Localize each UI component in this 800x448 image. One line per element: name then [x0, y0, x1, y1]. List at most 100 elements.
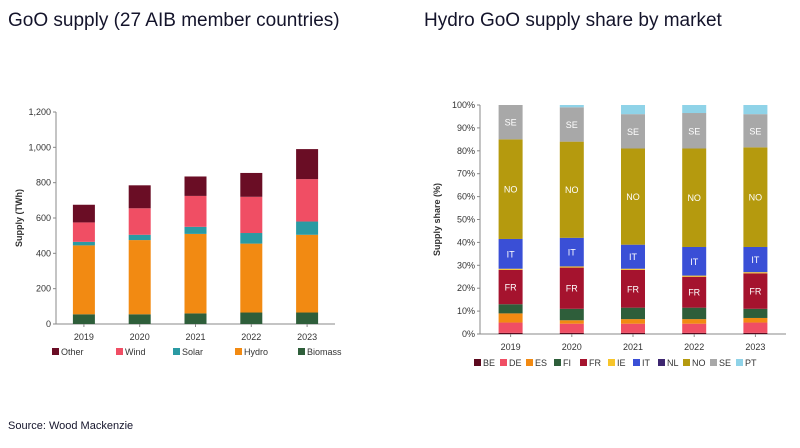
y-tick-label: 40% [457, 237, 475, 247]
bar-segment-fr [743, 273, 768, 309]
bar-segment-hydro [72, 245, 95, 315]
legend-swatch-hydro [235, 348, 242, 355]
bar-segment-solar [128, 234, 151, 241]
bar-segment-fr [621, 269, 645, 308]
bar-segment-wind [128, 208, 151, 235]
legend-swatch-es [526, 359, 533, 366]
segment-label: SE [749, 126, 761, 136]
bar-segment-se [682, 113, 707, 149]
bar-segment-it [621, 244, 645, 269]
x-tick-label: 2023 [297, 332, 317, 342]
bar-segment-pt [621, 105, 645, 115]
legend-swatch-pt [736, 359, 743, 366]
bar-segment-se [498, 105, 523, 140]
bar-segment-de [498, 322, 523, 333]
segment-label: SE [688, 126, 700, 136]
segment-label: IT [629, 252, 638, 262]
y-tick-label: 90% [457, 123, 475, 133]
bar-segment-no [559, 141, 584, 238]
segment-label: FR [566, 284, 578, 294]
segment-label: IT [507, 249, 516, 259]
bar-segment-es [682, 319, 707, 324]
bar-segment-es [498, 313, 523, 323]
bar-segment-fi [682, 307, 707, 320]
bar-segment-se [621, 114, 645, 149]
legend-label-be: BE [483, 358, 495, 368]
legend-swatch-biomass [298, 348, 305, 355]
segment-label: SE [627, 127, 639, 137]
x-tick-label: 2021 [623, 342, 643, 352]
legend-label-fr: FR [589, 358, 601, 368]
x-tick-label: 2019 [501, 342, 521, 352]
y-tick-label: 0% [462, 329, 475, 339]
bar-segment-de [682, 323, 707, 333]
segment-label: FR [749, 287, 761, 297]
legend-label-de: DE [509, 358, 522, 368]
legend-swatch-se [710, 359, 717, 366]
bar-segment-be [498, 332, 523, 334]
bar-segment-hydro [184, 233, 207, 314]
legend-label-es: ES [535, 358, 547, 368]
bar-segment-fr [498, 269, 523, 305]
legend-swatch-it [633, 359, 640, 366]
segment-label: NO [565, 185, 579, 195]
bar-segment-ie [498, 268, 523, 270]
bar-segment-wind [184, 195, 207, 227]
y-tick-label: 200 [36, 284, 51, 294]
segment-label: FR [688, 288, 700, 298]
bar-segment-fr [559, 267, 584, 309]
segment-label: SE [566, 120, 578, 130]
legend-swatch-wind [116, 348, 123, 355]
bar-segment-ie [682, 275, 707, 277]
bar-segment-biomass [184, 313, 207, 324]
y-axis-title: Supply share (%) [432, 183, 442, 256]
legend-swatch-nl [658, 359, 665, 366]
segment-label: IT [751, 255, 760, 265]
y-tick-label: 30% [457, 260, 475, 270]
y-axis-title: Supply (TWh) [14, 189, 24, 247]
segment-label: IT [568, 248, 577, 258]
legend-label-se: SE [719, 358, 731, 368]
segment-label: NO [687, 193, 701, 203]
legend-swatch-fr [580, 359, 587, 366]
x-tick-label: 2022 [241, 332, 261, 342]
bar-segment-hydro [296, 234, 319, 313]
bar-segment-es [621, 319, 645, 324]
bar-segment-se [559, 107, 584, 142]
x-tick-label: 2021 [185, 332, 205, 342]
legend-label-ie: IE [617, 358, 626, 368]
chart-title-left: GoO supply (27 AIB member countries) [8, 10, 340, 31]
bar-segment-no [743, 147, 768, 247]
legend-label-fi: FI [563, 358, 571, 368]
bar-segment-hydro [128, 240, 151, 315]
bar-segment-ie [559, 266, 584, 268]
bar-segment-be [743, 332, 768, 334]
bar-segment-hydro [240, 243, 263, 313]
bar-segment-biomass [240, 312, 263, 324]
bar-segment-no [621, 148, 645, 245]
bar-segment-es [559, 320, 584, 324]
y-tick-label: 400 [36, 248, 51, 258]
y-tick-label: 100% [452, 100, 475, 110]
x-tick-label: 2022 [684, 342, 704, 352]
x-tick-label: 2019 [74, 332, 94, 342]
x-tick-label: 2020 [130, 332, 150, 342]
bar-segment-be [621, 332, 645, 334]
bar-segment-it [559, 237, 584, 267]
segment-label: NO [626, 192, 640, 202]
legend-swatch-other [52, 348, 59, 355]
bar-segment-biomass [72, 314, 95, 324]
bar-segment-solar [296, 221, 319, 235]
bar-segment-fr [682, 276, 707, 308]
y-tick-label: 1,200 [28, 107, 51, 117]
bar-segment-de [621, 323, 645, 333]
legend-label-solar: Solar [182, 347, 203, 357]
bar-segment-solar [184, 226, 207, 234]
y-tick-label: 600 [36, 213, 51, 223]
x-tick-label: 2023 [745, 342, 765, 352]
segment-label: NO [504, 185, 518, 195]
y-tick-label: 800 [36, 178, 51, 188]
bar-segment-se [743, 114, 768, 148]
bar-segment-be [682, 332, 707, 334]
